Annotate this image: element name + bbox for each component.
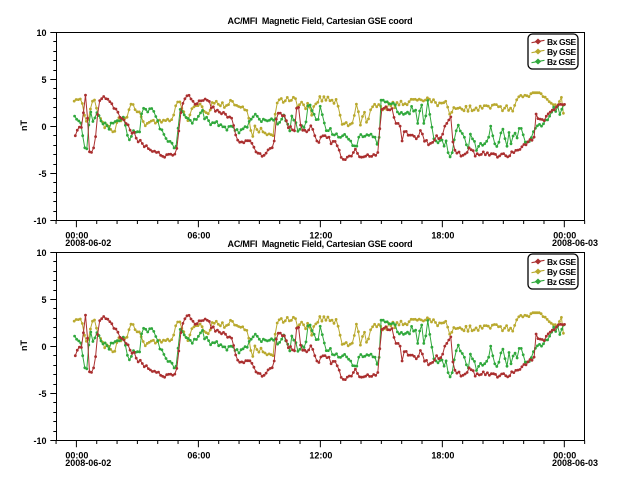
svg-text:Bx GSE: Bx GSE <box>547 257 577 267</box>
svg-text:00:00: 00:00 <box>65 231 88 241</box>
svg-text:5: 5 <box>41 75 46 85</box>
svg-text:nT: nT <box>19 120 29 131</box>
svg-text:00:00: 00:00 <box>553 231 576 241</box>
svg-text:2008-06-03: 2008-06-03 <box>552 238 598 248</box>
svg-text:By GSE: By GSE <box>547 47 577 57</box>
svg-text:10: 10 <box>36 28 46 38</box>
svg-text:00:00: 00:00 <box>553 451 576 461</box>
svg-text:-10: -10 <box>33 436 46 446</box>
svg-text:12:00: 12:00 <box>309 451 332 461</box>
svg-text:AC/MFI Magnetic Field, Cartes: AC/MFI Magnetic Field, Cartesian GSE coo… <box>228 16 413 26</box>
svg-text:-5: -5 <box>38 169 46 179</box>
svg-text:Bz GSE: Bz GSE <box>547 57 576 67</box>
svg-text:-5: -5 <box>38 389 46 399</box>
svg-text:2008-06-03: 2008-06-03 <box>552 458 598 468</box>
svg-text:2008-06-02: 2008-06-02 <box>65 458 111 468</box>
svg-text:00:00: 00:00 <box>65 451 88 461</box>
svg-text:12:00: 12:00 <box>309 231 332 241</box>
svg-text:nT: nT <box>19 340 29 351</box>
svg-text:0: 0 <box>41 122 46 132</box>
svg-text:18:00: 18:00 <box>431 451 454 461</box>
svg-text:06:00: 06:00 <box>187 451 210 461</box>
svg-text:18:00: 18:00 <box>431 231 454 241</box>
svg-text:0: 0 <box>41 342 46 352</box>
svg-text:AC/MFI Magnetic Field, Cartes: AC/MFI Magnetic Field, Cartesian GSE coo… <box>228 239 413 249</box>
svg-text:Bx GSE: Bx GSE <box>547 37 577 47</box>
svg-text:By GSE: By GSE <box>547 267 577 277</box>
svg-text:-10: -10 <box>33 216 46 226</box>
svg-text:10: 10 <box>36 248 46 258</box>
svg-text:06:00: 06:00 <box>187 231 210 241</box>
svg-text:Bz GSE: Bz GSE <box>547 277 576 287</box>
svg-text:5: 5 <box>41 295 46 305</box>
svg-text:2008-06-02: 2008-06-02 <box>65 238 111 248</box>
